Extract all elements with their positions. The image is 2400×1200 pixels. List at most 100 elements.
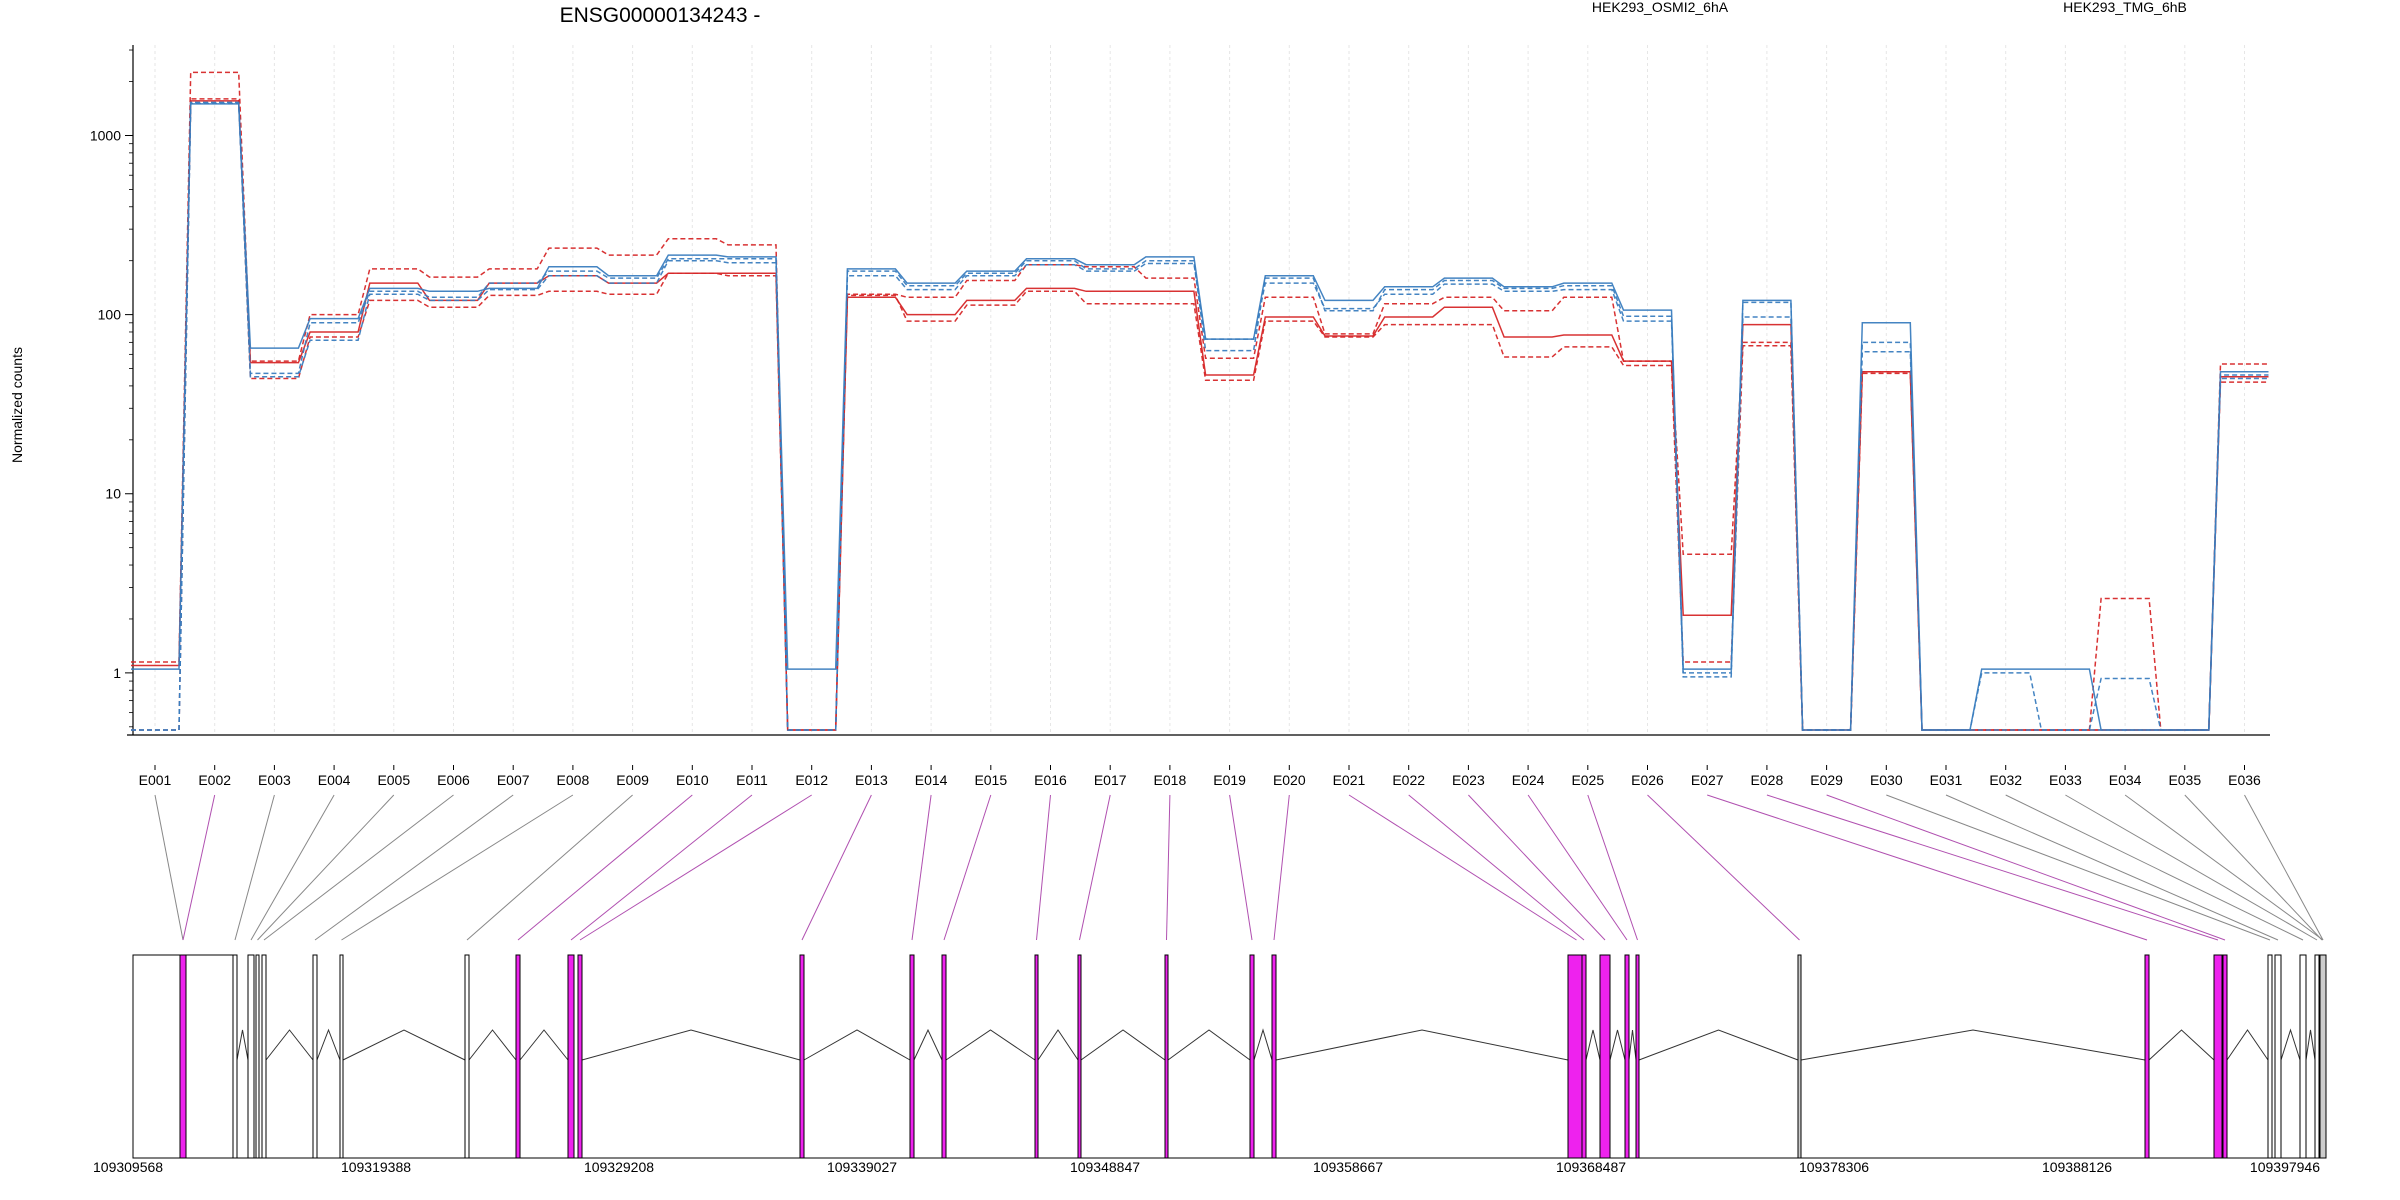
- connector-E015: [943, 794, 992, 941]
- intron-27: [2148, 1029, 2215, 1061]
- y-tick-label-1000: 1000: [90, 127, 121, 143]
- x-tick-label-E029: E029: [1810, 772, 1843, 788]
- exon-E003: [232, 954, 238, 1159]
- x-tick-label-E010: E010: [676, 772, 709, 788]
- exon-E025: [1635, 954, 1640, 1159]
- x-tick-label-E009: E009: [616, 772, 649, 788]
- intron-13: [803, 1029, 911, 1061]
- coord-tick-label-109339027: 109339027: [827, 1159, 897, 1175]
- connector-E012: [579, 794, 812, 941]
- x-tick-label-E035: E035: [2168, 772, 2201, 788]
- intron-29: [2226, 1029, 2269, 1061]
- coord-tick-label-109358667: 109358667: [1313, 1159, 1383, 1175]
- connector-E016: [1036, 794, 1051, 941]
- x-tick-label-E030: E030: [1870, 772, 1903, 788]
- intron-20: [1275, 1029, 1569, 1061]
- connector-E025: [1587, 794, 1638, 941]
- connector-E003: [234, 794, 275, 941]
- exon-E020: [1271, 954, 1277, 1159]
- exon-E036: [2319, 954, 2327, 1159]
- x-tick-label-E023: E023: [1452, 772, 1485, 788]
- connector-E013: [801, 794, 872, 941]
- exon-E017: [1077, 954, 1082, 1159]
- x-tick-label-E018: E018: [1154, 772, 1187, 788]
- intron-14: [913, 1028, 943, 1061]
- exon-connector-lines: [154, 794, 2324, 941]
- connector-E014: [911, 794, 932, 941]
- intron-18: [1167, 1029, 1251, 1061]
- x-tick-label-E002: E002: [198, 772, 231, 788]
- exon-E032: [2299, 954, 2307, 1159]
- coord-tick-label-109309568: 109309568: [93, 1159, 163, 1175]
- connector-E033: [2065, 794, 2318, 941]
- connector-E030: [1886, 794, 2271, 941]
- exon-E028: [2213, 954, 2223, 1159]
- y-tick-label-1: 1: [113, 665, 121, 681]
- x-tick-label-E020: E020: [1273, 772, 1306, 788]
- x-tick-label-E012: E012: [795, 772, 828, 788]
- gene-model: [132, 954, 2327, 1159]
- exon-E019: [1249, 954, 1255, 1159]
- connector-E009: [466, 794, 633, 941]
- x-tick-label-E006: E006: [437, 772, 470, 788]
- coord-tick-label-109348847: 109348847: [1070, 1159, 1140, 1175]
- connector-E006: [263, 794, 454, 941]
- series-line-HEK293_OSMI2_6hA-0: [131, 71, 2269, 731]
- series-line-HEK293_OSMI2_6hA-2: [131, 98, 2269, 731]
- connector-E035: [2184, 794, 2323, 941]
- exon-E005: [255, 954, 260, 1159]
- exon-E015: [941, 954, 947, 1159]
- intron-31: [2280, 1028, 2301, 1061]
- x-tick-label-E007: E007: [497, 772, 530, 788]
- exon-E024: [1624, 954, 1630, 1159]
- intron-16: [1037, 1029, 1079, 1061]
- exon-E023: [1599, 954, 1611, 1159]
- exon-E004: [247, 954, 255, 1159]
- exon-E009: [464, 954, 470, 1159]
- series-line-HEK293_TMG_6hB-4: [131, 101, 2269, 731]
- exon-E031: [2274, 954, 2282, 1159]
- connector-E010: [517, 794, 693, 941]
- exon-E007: [312, 954, 318, 1159]
- intron-3: [236, 1029, 249, 1061]
- exon-E006: [261, 954, 267, 1159]
- x-tick-label-E005: E005: [377, 772, 410, 788]
- legend-entry-osmi2: HEK293_OSMI2_6hA: [1592, 0, 1729, 15]
- connector-E007: [314, 794, 514, 941]
- connector-E029: [1826, 794, 2226, 941]
- exon-E011: [567, 954, 575, 1159]
- legend-entry-tmg: HEK293_TMG_6hB: [2063, 0, 2187, 15]
- x-tick-label-E016: E016: [1034, 772, 1067, 788]
- connector-E027: [1707, 794, 2148, 941]
- chart-title: ENSG00000134243 -: [560, 4, 761, 27]
- x-tick-label-E031: E031: [1930, 772, 1963, 788]
- x-tick-label-E014: E014: [915, 772, 948, 788]
- intron-10: [519, 1029, 569, 1061]
- exon-E012: [577, 954, 583, 1159]
- connector-E001: [154, 794, 184, 941]
- exon-E029: [2222, 954, 2228, 1159]
- exon-E010: [515, 954, 521, 1159]
- series-lines: [131, 71, 2269, 731]
- connector-E022: [1408, 794, 1585, 941]
- x-tick-label-E022: E022: [1392, 772, 1425, 788]
- series-line-HEK293_TMG_6hB-3: [131, 103, 2269, 731]
- y-axis-label: Normalized counts: [9, 347, 25, 463]
- x-tick-label-E033: E033: [2049, 772, 2082, 788]
- coord-tick-label-109378306: 109378306: [1799, 1159, 1869, 1175]
- connector-E018: [1166, 794, 1171, 941]
- exon-E008: [339, 954, 344, 1159]
- y-tick-label-10: 10: [105, 486, 121, 502]
- intron-15: [945, 1029, 1036, 1061]
- coord-tick-label-109388126: 109388126: [2042, 1159, 2112, 1175]
- x-tick-labels: E001 E002 E003 E004 E005 E006 E007 E008 E009 E010…: [139, 772, 2261, 788]
- intron-17: [1080, 1029, 1166, 1061]
- genomic-coordinate-labels: 109309568 109319388 109329208 109339027 1093…: [93, 1159, 2320, 1175]
- coord-tick-label-109397946: 109397946: [2250, 1159, 2320, 1175]
- axes: 1 10 100 1000: [90, 45, 2270, 770]
- intron-24: [1628, 1029, 1637, 1061]
- intron-8: [342, 1029, 466, 1061]
- exon-E016: [1034, 954, 1039, 1159]
- x-tick-label-E034: E034: [2109, 772, 2142, 788]
